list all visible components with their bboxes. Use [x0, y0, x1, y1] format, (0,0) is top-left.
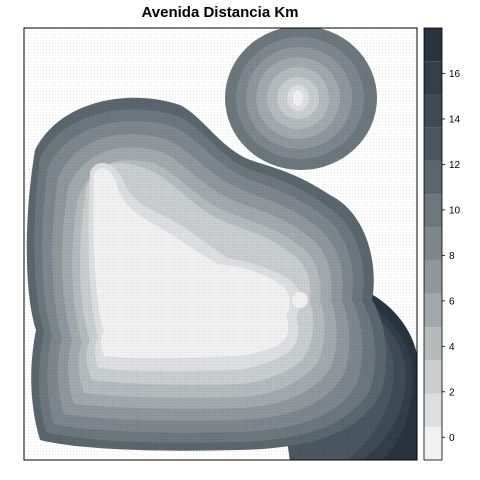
- legend-tick-label: 16: [449, 69, 461, 80]
- legend-tick-label: 4: [449, 342, 455, 353]
- plot-border: [23, 27, 418, 461]
- legend-swatch: [424, 127, 442, 161]
- legend-tick-label: 6: [449, 296, 455, 307]
- legend-swatch: [424, 61, 442, 95]
- legend-tick-label: 8: [449, 251, 455, 262]
- legend-swatch: [424, 327, 442, 361]
- legend-tick-label: 14: [449, 114, 461, 125]
- distance-band-0km: [293, 90, 303, 106]
- core-cluster-blob: [143, 313, 157, 327]
- legend-swatch: [424, 260, 442, 294]
- legend-tick-label: 10: [449, 205, 461, 216]
- chart-title: Avenida Distancia Km: [141, 4, 299, 21]
- legend-swatch: [424, 293, 442, 328]
- legend-frame: [423, 27, 443, 461]
- core-cluster-blob: [231, 321, 249, 339]
- legend-swatch: [424, 94, 442, 128]
- legend-swatch: [424, 360, 442, 394]
- core-cluster-blob: [102, 182, 118, 198]
- legend-swatch: [424, 160, 442, 195]
- legend-swatch: [424, 28, 442, 62]
- legend-swatch: [424, 194, 442, 228]
- core-cluster-blob: [250, 290, 270, 310]
- legend-swatch: [424, 426, 442, 460]
- legend-tick-label: 0: [449, 433, 455, 444]
- legend-swatch: [424, 393, 442, 427]
- legend-swatch: [424, 227, 442, 261]
- legend-tick-label: 2: [449, 387, 455, 398]
- legend-tick-label: 12: [449, 160, 461, 171]
- core-cluster-blob: [292, 292, 308, 308]
- legend: 0 2 4 6 8 10 12 14 16: [423, 27, 461, 461]
